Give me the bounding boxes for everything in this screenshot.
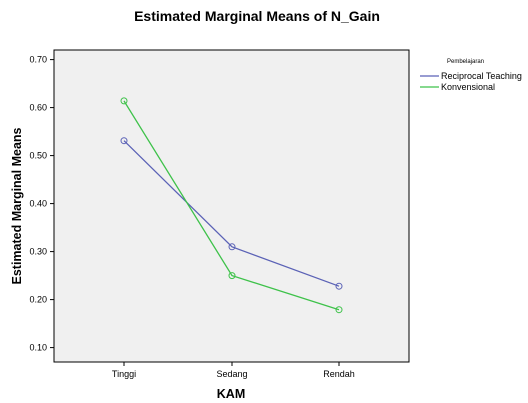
legend-label: Reciprocal Teaching [441,71,522,81]
series-line-1 [123,100,340,311]
y-tick-label: 0.30 [29,247,47,257]
x-tick-label: Sedang [216,369,247,379]
y-tick-label: 0.20 [29,295,47,305]
series-line-0 [123,140,340,287]
y-axis-title: Estimated Marginal Means [10,127,24,284]
data-point [335,306,343,314]
y-axis: 0.10 0.20 0.30 0.40 0.50 0.60 0.70 [29,55,54,353]
y-tick-label: 0.60 [29,103,47,113]
y-tick-label: 0.50 [29,151,47,161]
data-point [228,272,236,280]
data-point [120,137,128,145]
x-tick-label: Tinggi [112,369,136,379]
x-tick-label: Rendah [323,369,355,379]
y-tick-label: 0.40 [29,199,47,209]
legend: Pembelajaran Reciprocal TeachingKonvensi… [420,59,522,92]
data-point [335,282,343,290]
series-layer [120,97,343,314]
legend-title: Pembelajaran [447,59,484,65]
plot-area [53,49,410,363]
data-point [228,243,236,251]
x-axis: Tinggi Sedang Rendah [112,362,355,379]
data-point [120,97,128,105]
x-axis-title: KAM [217,387,245,401]
y-tick-label: 0.70 [29,55,47,65]
legend-label: Konvensional [441,82,495,92]
y-tick-label: 0.10 [29,343,47,353]
chart-title: Estimated Marginal Means of N_Gain [134,8,380,24]
